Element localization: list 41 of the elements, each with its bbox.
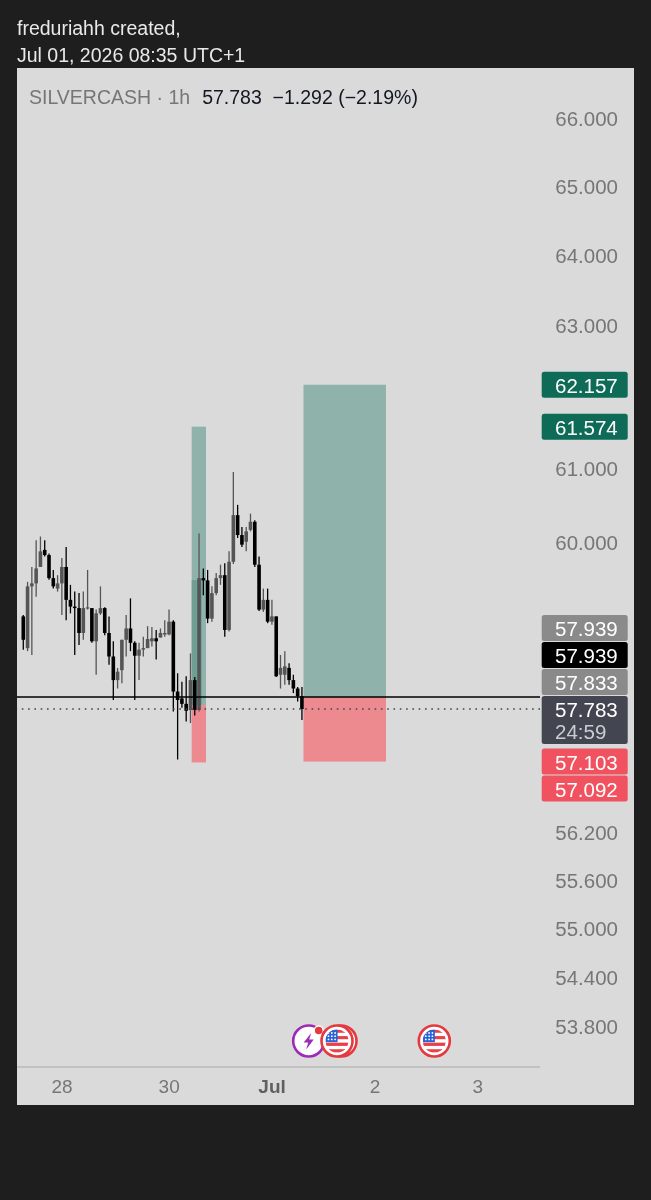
y-tick-label: 65.000 bbox=[555, 174, 618, 198]
x-tick-label: 2 bbox=[369, 1075, 381, 1097]
text: 57.103 bbox=[555, 750, 618, 774]
text: freduriahh created, Jul 01, 2026 08:35 UTC+1 bbox=[17, 17, 246, 66]
candlestick bbox=[244, 526, 249, 552]
x-tick-label: Jul bbox=[258, 1075, 286, 1097]
text: 57.939 bbox=[555, 616, 618, 640]
y-tick-label: 66.000 bbox=[555, 106, 618, 130]
candlestick bbox=[270, 599, 274, 626]
text: 57.783 −1.292 (−2.19%) bbox=[202, 86, 418, 108]
candlestick bbox=[240, 526, 244, 548]
candlestick bbox=[154, 629, 158, 661]
y-tick-label: 63.000 bbox=[555, 313, 618, 337]
text: 57.092 bbox=[555, 777, 618, 801]
candlestick bbox=[167, 608, 171, 636]
y-tick-label: 55.000 bbox=[555, 916, 618, 940]
candlestick bbox=[21, 614, 26, 651]
text: 61.574 bbox=[555, 415, 618, 439]
y-tick-label: 61.000 bbox=[555, 456, 618, 480]
text: 57.833 bbox=[555, 670, 618, 694]
candlestick bbox=[137, 642, 141, 681]
text: SILVERCASH · 1h bbox=[29, 86, 191, 108]
y-tick-label: 55.600 bbox=[555, 868, 618, 892]
candlestick bbox=[60, 557, 64, 616]
candlestick bbox=[282, 650, 287, 686]
x-tick-label: 30 bbox=[158, 1075, 180, 1097]
x-tick-label: 3 bbox=[472, 1075, 484, 1097]
ref-line-label: 57.939 bbox=[555, 643, 618, 667]
text: 62.157 bbox=[555, 373, 618, 397]
y-tick-label: 56.200 bbox=[555, 820, 618, 844]
y-tick-label: 60.000 bbox=[555, 530, 618, 554]
candlestick bbox=[287, 662, 291, 686]
x-tick-label: 28 bbox=[51, 1075, 73, 1097]
candlestick bbox=[124, 614, 128, 658]
candlestick bbox=[141, 636, 146, 658]
candlestick bbox=[150, 626, 154, 648]
candlestick bbox=[291, 674, 296, 694]
ref-line-label: 57.783 24:59 bbox=[555, 697, 618, 743]
y-tick-label: 53.800 bbox=[555, 1014, 618, 1038]
y-tick-label: 64.000 bbox=[555, 243, 618, 267]
y-tick-label: 54.400 bbox=[555, 965, 618, 989]
